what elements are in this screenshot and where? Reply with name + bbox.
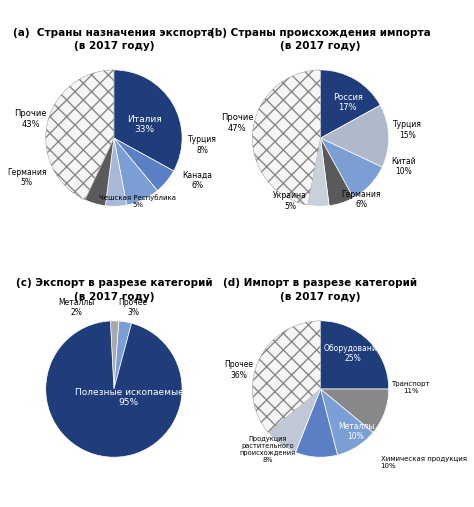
Wedge shape [252, 321, 320, 432]
Text: Китай
10%: Китай 10% [392, 157, 416, 176]
Text: Италия
33%: Италия 33% [127, 115, 162, 134]
Text: Турция
15%: Турция 15% [393, 120, 422, 139]
Wedge shape [295, 389, 337, 457]
Wedge shape [320, 70, 380, 138]
Wedge shape [46, 70, 114, 200]
Text: Прочее
3%: Прочее 3% [118, 298, 147, 317]
Text: Полезные ископаемые
95%: Полезные ископаемые 95% [74, 387, 183, 407]
Wedge shape [320, 389, 373, 455]
Text: Металлы
10%: Металлы 10% [338, 422, 374, 441]
Wedge shape [110, 321, 119, 389]
Text: Канада
6%: Канада 6% [182, 171, 212, 190]
Wedge shape [268, 389, 320, 452]
Text: Чешская Республика
5%: Чешская Республика 5% [99, 194, 176, 208]
Text: Германия
5%: Германия 5% [7, 168, 46, 188]
Title: (c) Экспорт в разрезе категорий
(в 2017 году): (c) Экспорт в разрезе категорий (в 2017 … [16, 278, 212, 302]
Title: (b) Страны происхождения импорта
(в 2017 году): (b) Страны происхождения импорта (в 2017… [210, 27, 431, 51]
Text: Турция
8%: Турция 8% [188, 135, 217, 155]
Wedge shape [320, 138, 382, 198]
Wedge shape [114, 321, 132, 389]
Wedge shape [320, 138, 354, 206]
Text: Россия
17%: Россия 17% [333, 93, 363, 113]
Text: Прочие
47%: Прочие 47% [221, 114, 254, 133]
Text: Украина
5%: Украина 5% [273, 191, 307, 210]
Wedge shape [114, 138, 157, 205]
Text: Химическая продукция
10%: Химическая продукция 10% [381, 456, 466, 469]
Text: Оборудование
25%: Оборудование 25% [324, 344, 383, 364]
Wedge shape [46, 321, 182, 457]
Wedge shape [320, 321, 389, 389]
Wedge shape [114, 70, 182, 171]
Wedge shape [308, 138, 329, 206]
Wedge shape [105, 138, 127, 206]
Title: (d) Импорт в разрезе категорий
(в 2017 году): (d) Импорт в разрезе категорий (в 2017 г… [223, 278, 418, 302]
Text: Прочее
36%: Прочее 36% [224, 360, 253, 380]
Text: Продукция
растительного
происхождения
8%: Продукция растительного происхождения 8% [239, 436, 295, 462]
Title: (a)  Страны назначения экспорта
(в 2017 году): (a) Страны назначения экспорта (в 2017 г… [13, 27, 215, 51]
Wedge shape [320, 389, 389, 432]
Wedge shape [114, 138, 173, 191]
Text: Германия
6%: Германия 6% [342, 190, 381, 209]
Text: Прочие
43%: Прочие 43% [15, 110, 47, 129]
Text: Транспорт
11%: Транспорт 11% [392, 381, 430, 394]
Text: Металлы
2%: Металлы 2% [58, 298, 94, 317]
Wedge shape [320, 105, 389, 167]
Wedge shape [85, 138, 114, 206]
Wedge shape [252, 70, 320, 205]
